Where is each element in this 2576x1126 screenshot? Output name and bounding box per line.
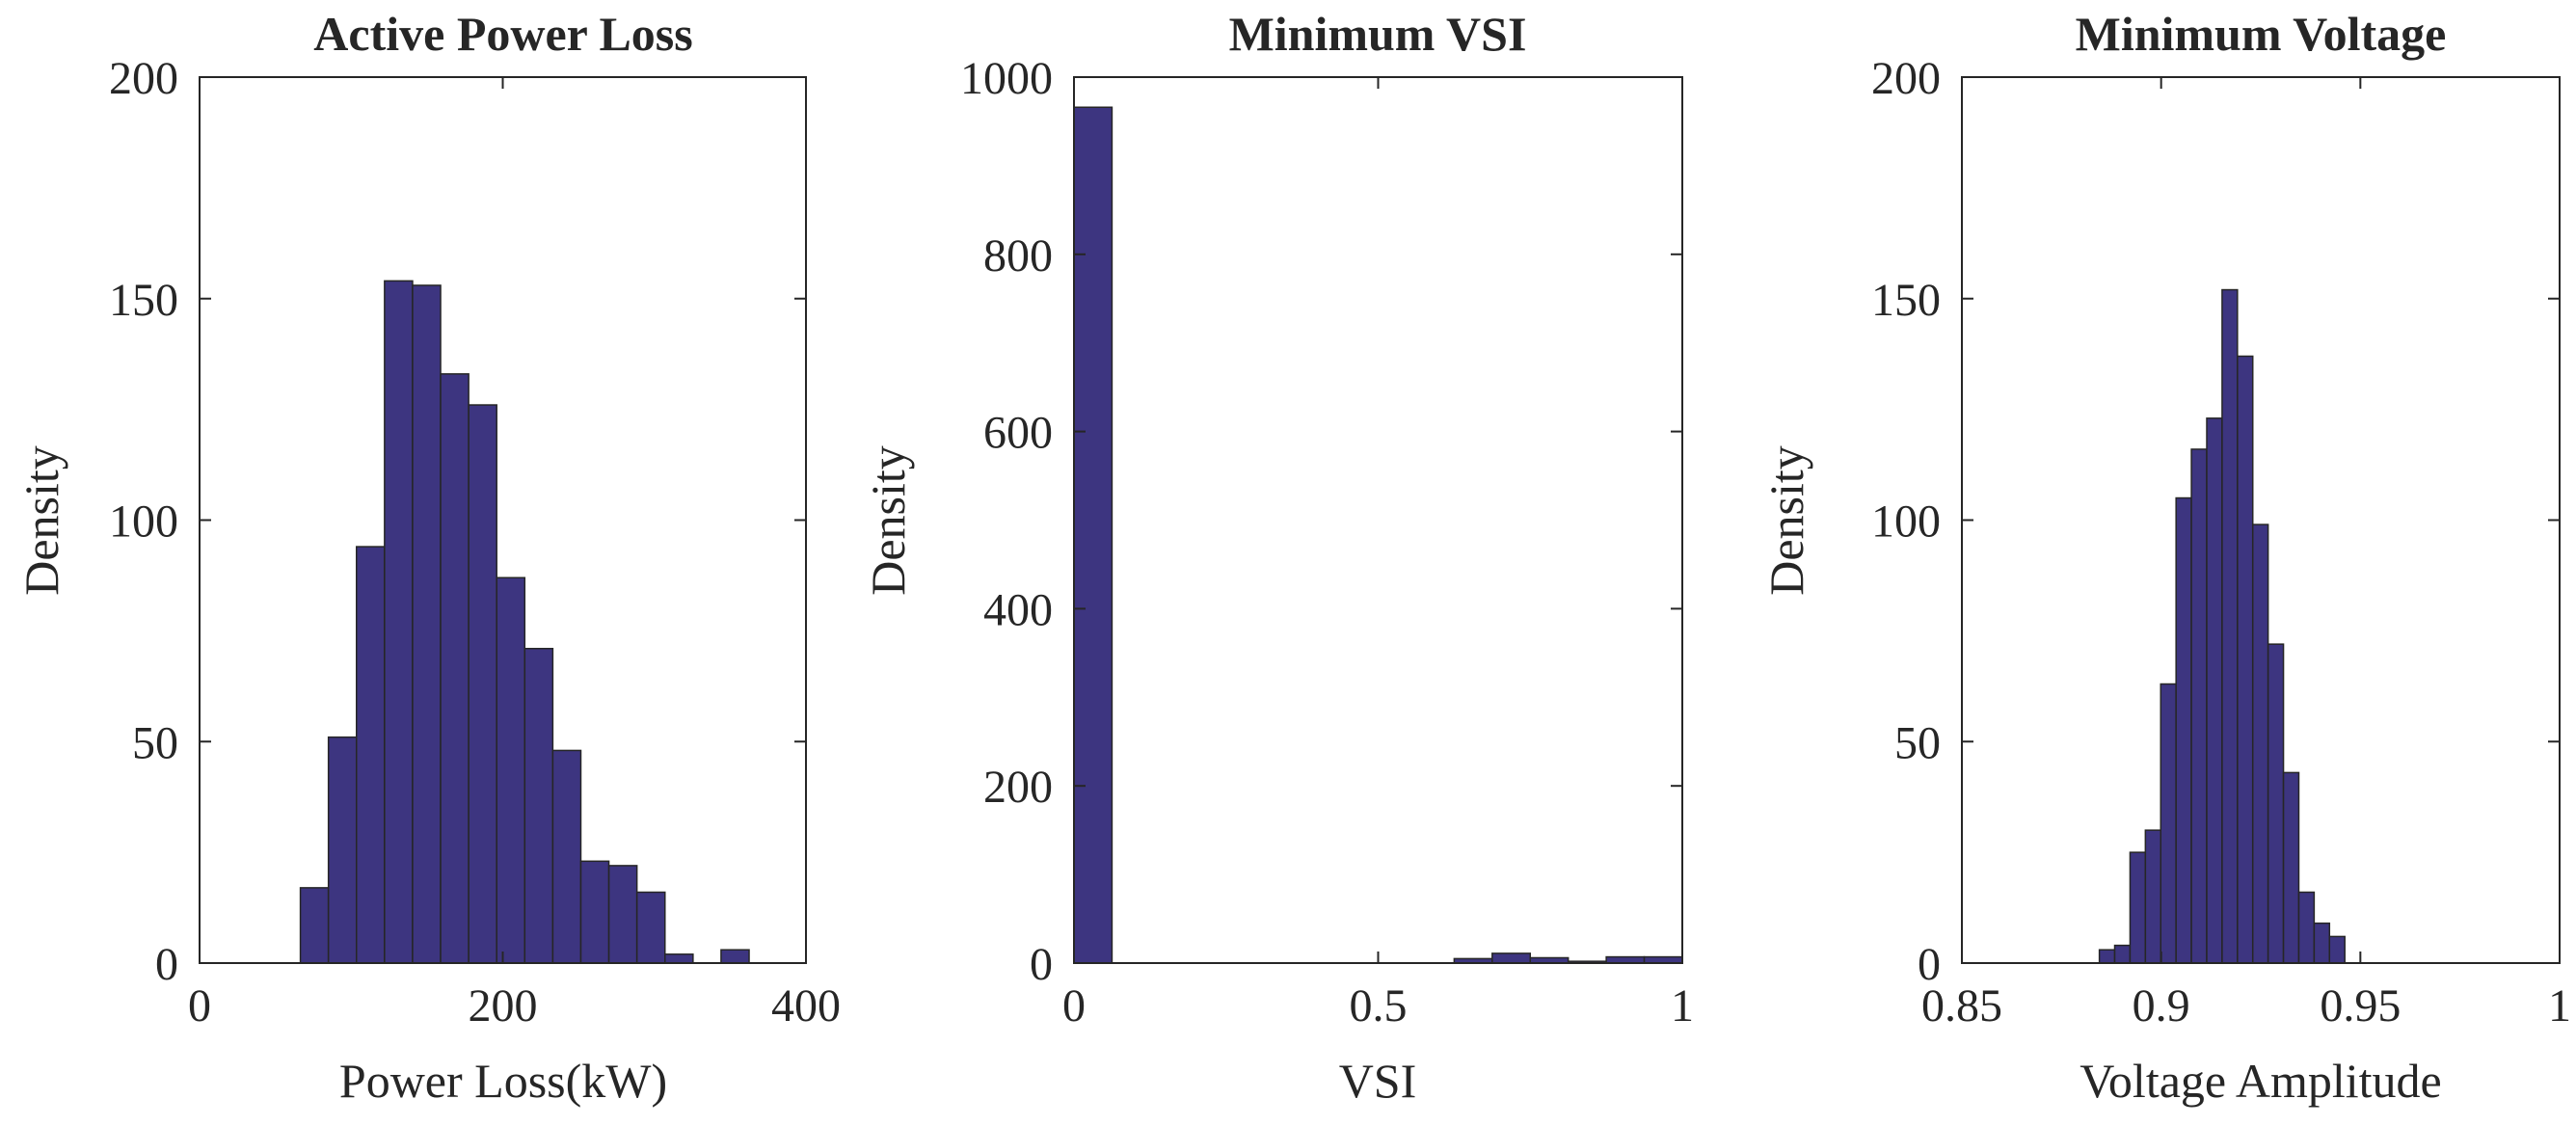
histogram-bar (2129, 851, 2147, 964)
histogram-bar (468, 404, 497, 964)
y-tick-label: 200 (1871, 53, 1941, 104)
histogram-bar (523, 648, 554, 964)
x-tick-label: 0 (1062, 980, 1086, 1032)
tick-group: 0 200 400 600 800 1000 0 0.5 1 (960, 53, 1694, 1032)
histogram-bar (2282, 771, 2300, 964)
panel-active-power-loss: Active Power Loss Power Loss(kW) Density… (14, 7, 841, 1108)
histogram-bar (2251, 523, 2269, 964)
histogram-bar (2144, 829, 2162, 964)
bar-group (299, 280, 750, 964)
histogram-bar (2267, 643, 2285, 964)
x-tick-label: 200 (469, 980, 538, 1032)
y-axis-title: Density (1759, 445, 1813, 596)
histogram-bar (2237, 355, 2254, 964)
histogram-bar (579, 860, 610, 964)
plot-frame (1961, 76, 2561, 964)
tick-group: 0 50 100 150 200 0 200 400 (109, 53, 841, 1032)
panel-minimum-voltage: Minimum Voltage Voltage Amplitude Densit… (1759, 7, 2571, 1108)
x-axis-title: Voltage Amplitude (2080, 1054, 2441, 1108)
y-axis-title: Density (861, 445, 915, 596)
histogram-bar (664, 953, 694, 964)
panel-minimum-vsi: Minimum VSI VSI Density 0200400600800100… (861, 7, 1694, 1108)
tick-group: 0 50 100 150 200 0.85 0.9 0.95 1 (1871, 53, 2571, 1032)
x-tick-label: 0.85 (1921, 980, 2002, 1032)
bar-group (2098, 288, 2346, 964)
histogram-bar (412, 284, 442, 964)
y-tick-label: 150 (1871, 275, 1941, 326)
chart-title: Minimum Voltage (2076, 7, 2447, 61)
plot-frame (1073, 76, 1683, 964)
histogram-bar (2206, 417, 2223, 964)
y-tick-label: 100 (1871, 496, 1941, 548)
x-tick-label: 1 (2548, 980, 2571, 1032)
plot-frame (199, 76, 807, 964)
y-tick-label: 400 (983, 584, 1053, 635)
y-tick-label: 1000 (960, 53, 1053, 104)
x-axis-title: VSI (1339, 1054, 1417, 1108)
y-tick-label: 50 (132, 717, 178, 768)
histogram-bar (2221, 288, 2239, 964)
x-tick-label: 1 (1671, 980, 1694, 1032)
x-axis-title: Power Loss(kW) (339, 1054, 667, 1108)
x-tick-label: 400 (771, 980, 841, 1032)
histogram-bar (356, 546, 386, 964)
histogram-bar (2175, 496, 2192, 964)
y-tick-label: 50 (1894, 717, 1941, 768)
histogram-bar (299, 887, 330, 964)
y-axis-title: Density (14, 445, 68, 596)
chart-title: Active Power Loss (313, 7, 692, 61)
histogram-bar (720, 949, 750, 964)
bar-group (1073, 106, 1683, 964)
histogram-bar (384, 280, 414, 964)
y-tick-label: 200 (109, 53, 178, 104)
y-tick-label: 800 (983, 230, 1053, 282)
x-tick-label: 0.9 (2133, 980, 2190, 1032)
y-tick-label: 150 (109, 275, 178, 326)
y-tick-label: 100 (109, 496, 178, 548)
histogram-bar (2297, 891, 2316, 964)
histogram-bar (2113, 944, 2132, 964)
y-tick-label: 600 (983, 408, 1053, 459)
histogram-bar (2190, 448, 2208, 964)
histogram-bar (327, 736, 358, 964)
x-tick-label: 0 (188, 980, 211, 1032)
histogram-bar (2098, 949, 2116, 964)
y-tick-label: 0 (1030, 939, 1053, 990)
x-tick-label: 0.95 (2320, 980, 2401, 1032)
histogram-bar (440, 373, 470, 964)
histogram-bar (496, 576, 526, 964)
histogram-bar (1073, 106, 1114, 964)
histogram-bar (607, 865, 638, 964)
y-tick-label: 0 (155, 939, 178, 990)
histogram-bar (2313, 922, 2331, 964)
histogram-bar (551, 749, 582, 964)
histogram-bar (2160, 683, 2177, 964)
y-tick-label: 0 (1918, 939, 1941, 990)
histogram-bar (2328, 935, 2346, 964)
x-tick-label: 0.5 (1350, 980, 1408, 1032)
histogram-bar (635, 891, 666, 964)
chart-title: Minimum VSI (1229, 7, 1527, 61)
histogram-bar (1491, 952, 1532, 964)
y-tick-label: 200 (983, 762, 1053, 813)
